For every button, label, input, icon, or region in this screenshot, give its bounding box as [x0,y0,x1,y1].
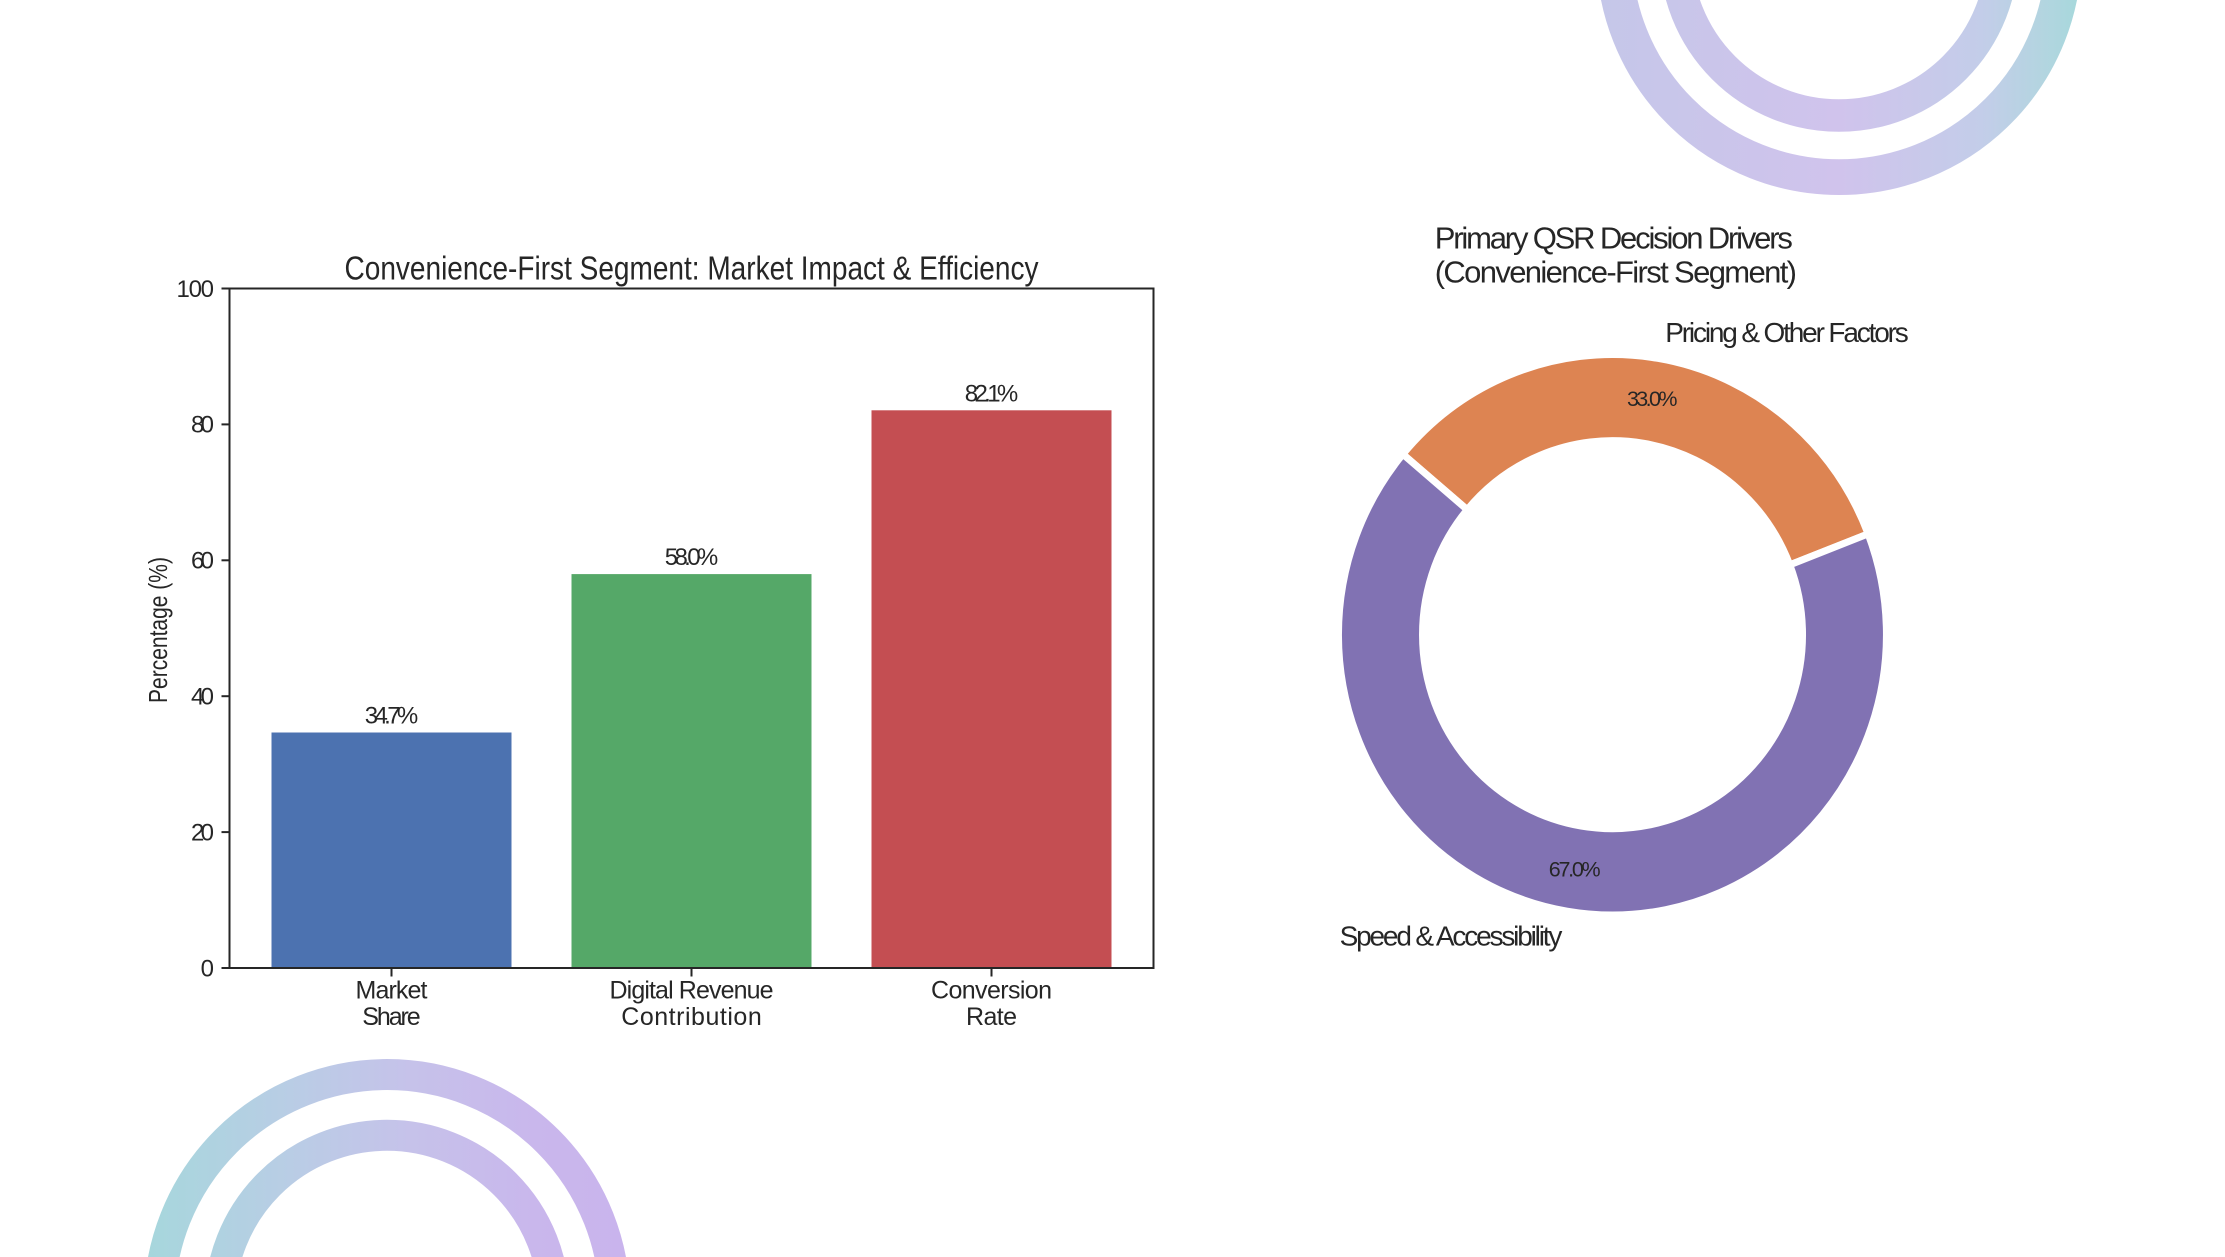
svg-text:82.1%: 82.1% [965,380,1019,407]
svg-text:Digital Revenue: Digital Revenue [610,977,774,1005]
svg-text:Primary QSR Decision Drivers: Primary QSR Decision Drivers [1435,221,1793,256]
svg-text:33.0%: 33.0% [1627,387,1678,411]
svg-text:20: 20 [191,819,214,846]
svg-text:Market: Market [356,977,428,1005]
svg-text:Pricing & Other Factors: Pricing & Other Factors [1665,317,1909,348]
svg-text:Convenience-First Segment: Mar: Convenience-First Segment: Market Impact… [345,249,1039,286]
svg-text:Percentage (%): Percentage (%) [143,557,173,703]
svg-text:Speed & Accessibility: Speed & Accessibility [1340,920,1563,951]
svg-text:Contribution: Contribution [621,1003,762,1031]
svg-text:80: 80 [191,412,214,439]
svg-text:58.0%: 58.0% [665,544,719,571]
svg-text:0: 0 [201,955,214,982]
svg-text:60: 60 [191,548,214,575]
svg-text:(Convenience-First Segment): (Convenience-First Segment) [1435,254,1797,289]
svg-text:100: 100 [177,276,215,303]
svg-text:Rate: Rate [966,1003,1017,1031]
svg-text:Conversion: Conversion [931,977,1052,1005]
svg-text:Share: Share [362,1003,420,1031]
svg-text:40: 40 [191,684,214,711]
svg-text:67.0%: 67.0% [1549,857,1601,881]
svg-text:34.7%: 34.7% [365,702,419,729]
